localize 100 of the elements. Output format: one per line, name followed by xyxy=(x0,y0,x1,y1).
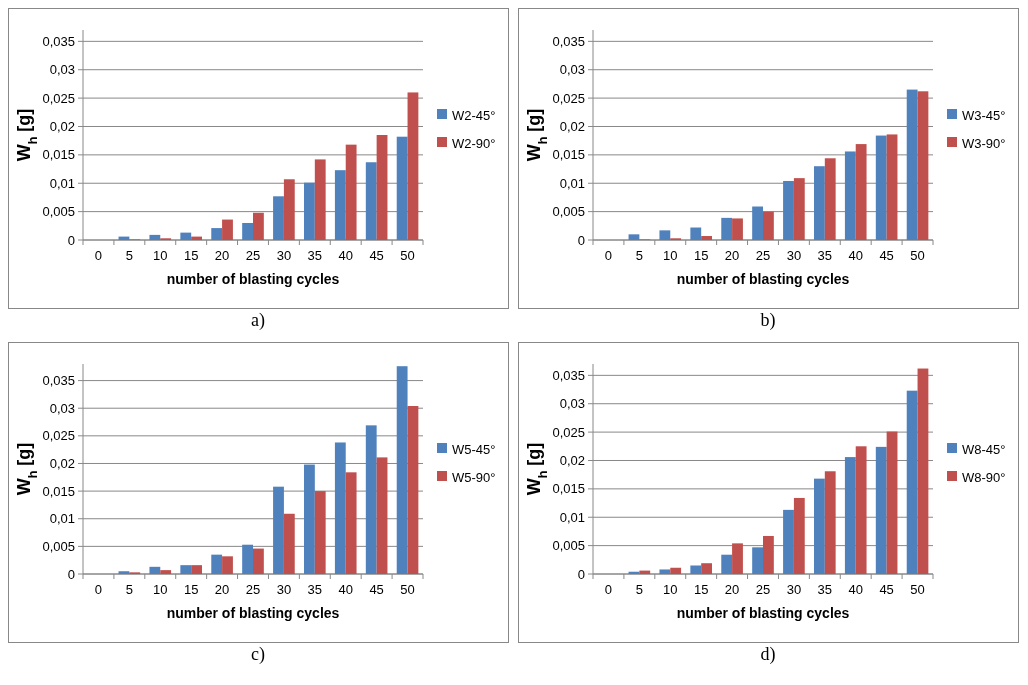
y-tick-label: 0,02 xyxy=(559,119,585,135)
bar xyxy=(273,196,284,240)
x-tick-label: 5 xyxy=(125,582,133,597)
bar xyxy=(314,159,326,240)
y-tick-label: 0,035 xyxy=(552,33,585,49)
y-tick-label: 0,005 xyxy=(552,204,585,220)
bar xyxy=(283,513,295,574)
x-tick-label: 20 xyxy=(724,582,740,597)
y-tick-label: 0,015 xyxy=(552,481,585,497)
bar xyxy=(242,544,253,574)
x-tick-label: 30 xyxy=(786,248,802,263)
y-tick-label: 0,015 xyxy=(552,147,585,163)
legend-label: W8-45° xyxy=(962,441,1006,457)
x-axis-title: number of blasting cycles xyxy=(676,271,850,287)
y-tick-label: 0,005 xyxy=(42,538,75,554)
bar xyxy=(793,178,805,240)
bar xyxy=(149,234,161,240)
bar xyxy=(211,228,223,240)
x-tick-label: 0 xyxy=(604,582,613,597)
x-tick-label: 20 xyxy=(214,582,230,597)
bar xyxy=(701,563,712,574)
x-tick-label: 5 xyxy=(635,248,643,263)
bar xyxy=(180,232,192,240)
bar xyxy=(670,567,682,574)
x-tick-label: 10 xyxy=(663,582,678,597)
x-tick-label: 30 xyxy=(276,248,292,263)
bar xyxy=(659,569,671,574)
y-tick-label: 0,03 xyxy=(49,400,75,416)
bar xyxy=(314,491,326,574)
bar xyxy=(721,217,733,240)
y-tick-label: 0,03 xyxy=(559,62,585,78)
bar xyxy=(376,457,388,574)
y-tick-label: 0,01 xyxy=(49,175,75,191)
bar xyxy=(191,565,202,574)
x-tick-label: 15 xyxy=(693,248,709,263)
bar xyxy=(690,227,702,240)
bar xyxy=(763,211,774,240)
bar xyxy=(855,144,867,240)
x-tick-label: 25 xyxy=(245,248,261,263)
bar xyxy=(721,554,733,574)
x-tick-label: 25 xyxy=(755,582,771,597)
text: a) xyxy=(251,310,265,331)
bar xyxy=(659,230,671,240)
legend-label: W5-45° xyxy=(452,441,496,457)
x-tick-label: 35 xyxy=(307,248,323,263)
y-tick-label: 0,025 xyxy=(552,424,585,440)
x-tick-label: 5 xyxy=(125,248,133,263)
bar xyxy=(253,548,264,574)
bar xyxy=(783,509,794,574)
x-tick-label: 30 xyxy=(786,582,802,597)
bar xyxy=(783,180,794,240)
legend-label: W2-45° xyxy=(452,107,496,123)
legend-label: W5-90° xyxy=(452,469,496,485)
text: b) xyxy=(760,310,776,331)
bar xyxy=(917,91,929,240)
bar xyxy=(886,134,898,240)
bar xyxy=(396,366,408,574)
x-tick-label: 35 xyxy=(307,582,323,597)
y-tick-label: 0,035 xyxy=(42,33,75,49)
x-tick-label: 0 xyxy=(94,248,103,263)
y-tick-label: 0 xyxy=(67,232,75,248)
bar xyxy=(396,136,408,240)
bar xyxy=(906,390,918,574)
bar xyxy=(752,547,763,574)
x-tick-label: 25 xyxy=(755,248,771,263)
x-tick-label: 15 xyxy=(183,582,199,597)
y-tick-label: 0,025 xyxy=(42,428,75,444)
bar xyxy=(242,222,253,240)
bar xyxy=(211,554,223,574)
legend-label: W2-90° xyxy=(452,135,496,151)
x-tick-label: 10 xyxy=(153,582,168,597)
y-tick-label: 0,03 xyxy=(49,62,75,78)
x-tick-label: 45 xyxy=(369,582,384,597)
text: d) xyxy=(760,644,776,665)
y-tick-label: 0 xyxy=(577,232,585,248)
y-tick-label: 0,005 xyxy=(42,204,75,220)
bar xyxy=(793,497,805,574)
bar xyxy=(334,170,346,240)
bar xyxy=(345,144,357,240)
bar xyxy=(628,234,640,240)
y-tick-label: 0,025 xyxy=(42,90,75,106)
x-tick-label: 50 xyxy=(910,582,925,597)
bar xyxy=(222,556,233,574)
y-tick-label: 0,005 xyxy=(552,538,585,554)
x-axis-title: number of blasting cycles xyxy=(166,605,340,621)
x-tick-label: 40 xyxy=(338,582,353,597)
x-tick-label: 5 xyxy=(635,582,643,597)
bar xyxy=(763,535,774,574)
x-axis-title: number of blasting cycles xyxy=(676,605,850,621)
bar xyxy=(844,151,856,240)
y-tick-label: 0,01 xyxy=(559,509,585,525)
y-tick-label: 0,03 xyxy=(559,396,585,412)
bar xyxy=(732,543,743,574)
bar xyxy=(814,478,825,574)
x-tick-label: 30 xyxy=(276,582,292,597)
y-tick-label: 0,015 xyxy=(42,483,75,499)
bar xyxy=(283,179,295,240)
x-tick-label: 10 xyxy=(153,248,168,263)
bar xyxy=(407,406,419,574)
bar xyxy=(824,158,836,240)
